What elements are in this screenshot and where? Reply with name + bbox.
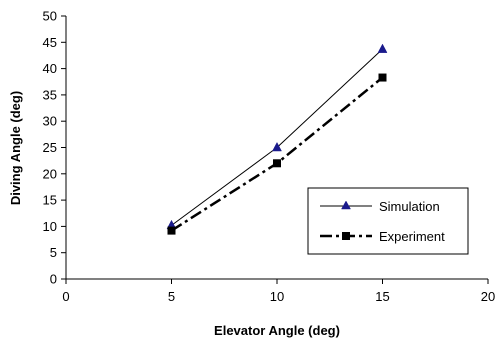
x-tick-label: 15 — [375, 289, 389, 304]
y-tick-label: 15 — [43, 193, 57, 208]
x-tick-label: 20 — [481, 289, 495, 304]
data-point-experiment — [167, 226, 176, 235]
legend-box — [307, 187, 469, 255]
legend-label-simulation: Simulation — [379, 199, 440, 214]
y-tick-label: 20 — [43, 166, 57, 181]
x-tick-label: 0 — [62, 289, 69, 304]
data-point-simulation — [377, 43, 388, 53]
y-tick-label: 50 — [43, 9, 57, 24]
data-point-simulation — [272, 141, 282, 152]
y-tick-label: 0 — [50, 272, 57, 287]
y-tick-label: 40 — [43, 61, 57, 76]
data-point-experiment — [273, 159, 281, 168]
legend-label-experiment: Experiment — [379, 229, 445, 244]
y-tick-label: 5 — [50, 245, 57, 260]
legend: Simulation Experiment — [307, 187, 469, 255]
x-axis-label: Elevator Angle (deg) — [214, 323, 340, 338]
x-tick-label: 10 — [270, 289, 284, 304]
legend-marker-experiment — [342, 232, 350, 240]
axes: 0 5 10 15 20 25 30 35 40 45 50 0 5 10 15 20 — [43, 9, 496, 305]
data-point-experiment — [378, 73, 387, 82]
y-tick-label: 10 — [43, 219, 57, 234]
y-tick-label: 35 — [43, 87, 57, 102]
x-tick-label: 5 — [168, 289, 175, 304]
series-layer — [166, 43, 388, 235]
y-tick-label: 30 — [43, 114, 57, 129]
y-axis-label: Diving Angle (deg) — [8, 91, 23, 205]
y-tick-label: 45 — [43, 35, 57, 50]
legend-marker-simulation — [341, 200, 351, 210]
y-tick-label: 25 — [43, 140, 57, 155]
